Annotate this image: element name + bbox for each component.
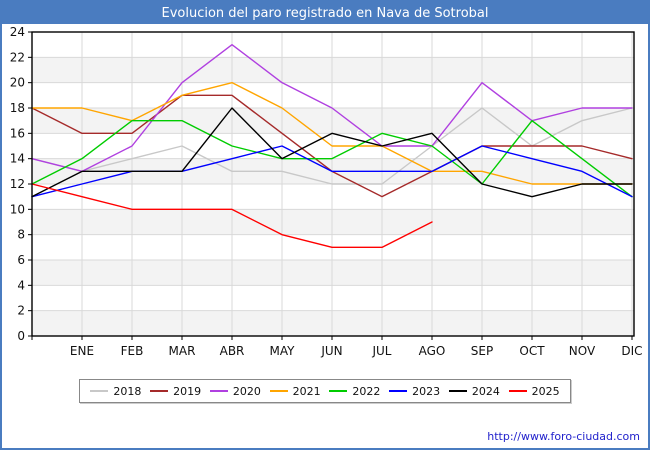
legend-item-2020: 2020 [209, 384, 261, 398]
legend-swatch-2019 [150, 390, 169, 392]
x-tick-label-MAR: MAR [169, 344, 196, 358]
x-tick-label-SEP: SEP [471, 344, 493, 358]
legend-item-2025: 2025 [508, 384, 560, 398]
y-tick-label: 20 [10, 76, 25, 90]
x-tick-label-JUL: JUL [371, 344, 391, 358]
legend: 2018 2019 2020 2021 2022 2023 2024 2025 [79, 379, 571, 403]
legend-item-2023: 2023 [389, 385, 440, 398]
y-tick-label: 6 [17, 253, 25, 267]
y-tick-label: 2 [17, 304, 25, 318]
x-tick-label-MAY: MAY [270, 344, 296, 358]
y-tick-label: 24 [10, 25, 25, 39]
legend-swatch-2023 [389, 390, 408, 392]
legend-item-2019: 2019 [150, 385, 201, 398]
y-tick-label: 4 [17, 278, 25, 292]
x-tick-label-ABR: ABR [220, 344, 245, 358]
legend-label-2020: 2020 [232, 384, 261, 398]
page-title: Evolucion del paro registrado en Nava de… [161, 5, 489, 21]
legend-label-2022: 2022 [352, 384, 381, 398]
series-line-2024 [31, 107, 633, 198]
y-tick-label: 0 [17, 329, 25, 343]
series-line-2025 [31, 183, 433, 249]
y-tick-label: 22 [10, 50, 25, 64]
legend-swatch-2018 [90, 390, 109, 392]
x-tick-label-AGO: AGO [419, 344, 446, 358]
legend-label-2021: 2021 [292, 384, 321, 398]
legend-swatch-2024 [448, 390, 467, 392]
plot-band [32, 260, 634, 286]
legend-item-2021: 2021 [269, 384, 321, 398]
y-tick-label: 14 [10, 152, 25, 166]
y-tick-label: 16 [10, 126, 25, 140]
x-tick-label-OCT: OCT [519, 344, 545, 358]
legend-item-2022: 2022 [329, 385, 380, 398]
x-tick-label-FEB: FEB [121, 344, 144, 358]
plot-band [32, 209, 634, 235]
x-tick-label-ENE: ENE [70, 344, 94, 358]
legend-label-2018: 2018 [113, 384, 142, 398]
y-tick-label: 18 [10, 101, 25, 115]
title-bar: Evolucion del paro registrado en Nava de… [2, 2, 648, 24]
legend-swatch-2021 [269, 390, 288, 392]
legend-label-2023: 2023 [412, 384, 441, 398]
y-tick-label: 8 [17, 228, 25, 242]
series-line-2022 [31, 119, 633, 198]
y-tick-label: 12 [10, 177, 25, 191]
plot-band [32, 57, 634, 83]
legend-swatch-2022 [329, 390, 348, 392]
footer-link[interactable]: http://www.foro-ciudad.com [487, 430, 640, 443]
legend-label-2024: 2024 [471, 384, 500, 398]
plot-band [32, 310, 634, 336]
x-tick-label-DIC: DIC [621, 344, 642, 358]
x-tick-label-NOV: NOV [569, 344, 596, 358]
legend-item-2024: 2024 [448, 384, 500, 398]
legend-swatch-2025 [508, 390, 527, 392]
y-tick-label: 10 [10, 202, 25, 216]
legend-label-2025: 2025 [531, 384, 560, 398]
legend-item-2018: 2018 [90, 385, 141, 398]
x-tick-label-JUN: JUN [320, 344, 342, 358]
legend-swatch-2020 [209, 390, 228, 392]
legend-label-2019: 2019 [173, 384, 202, 398]
